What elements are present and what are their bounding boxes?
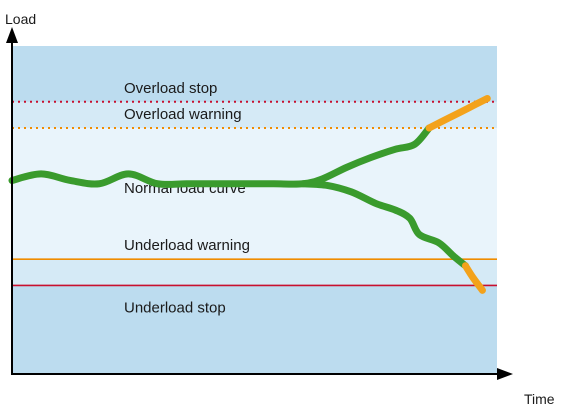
overload-trend-segment-warning [425,94,491,132]
overload-stop-label: Overload stop [124,80,217,97]
underload-warning-label: Underload warning [124,237,250,254]
overload-trend-segment-normal [8,124,433,188]
x-axis-arrow-icon [497,368,513,380]
overload-warning-label: Overload warning [124,106,242,123]
threshold-lines [12,100,497,287]
y-axis-arrow-icon [6,27,18,43]
underload-trend-segment-warning [461,262,486,294]
underload-stop-label: Underload stop [124,299,226,316]
threshold-labels: Overload stop Overload warning Underload w… [124,80,250,317]
x-axis-label: Time [524,391,555,405]
normal-band [12,128,497,260]
underload-trend-segment-normal [299,180,469,270]
axes [6,27,513,380]
y-axis-label: Load [5,11,36,27]
load-curves [8,94,491,294]
